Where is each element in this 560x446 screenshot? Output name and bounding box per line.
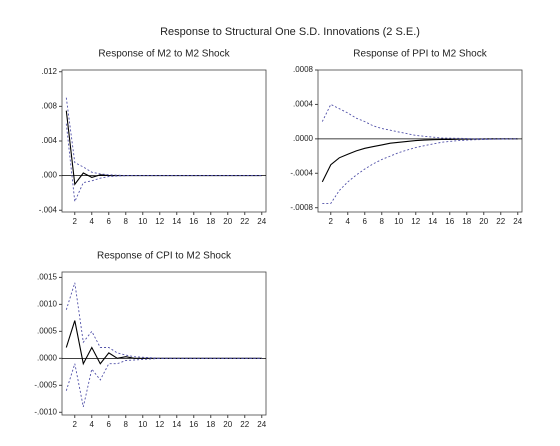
x-tick-label: 20 (223, 217, 232, 226)
y-tick-label: .008 (41, 101, 57, 110)
y-tick-label: .004 (41, 136, 57, 145)
x-tick-label: 20 (479, 217, 488, 226)
y-tick-label: .0000 (293, 134, 314, 143)
x-tick-label: 18 (206, 217, 215, 226)
y-tick-label: -.0004 (290, 168, 313, 177)
x-tick-label: 2 (329, 217, 334, 226)
x-tick-label: 4 (90, 217, 95, 226)
x-tick-label: 16 (445, 217, 454, 226)
x-tick-label: 8 (380, 217, 385, 226)
x-tick-label: 10 (138, 217, 147, 226)
x-tick-label: 14 (428, 217, 437, 226)
x-tick-label: 16 (189, 217, 198, 226)
plot-frame (317, 69, 523, 213)
x-tick-label: 2 (73, 420, 78, 429)
y-tick-label: .0010 (37, 299, 58, 308)
x-tick-label: 24 (513, 217, 522, 226)
x-tick-label: 6 (363, 217, 368, 226)
x-tick-label: 12 (155, 217, 164, 226)
x-tick-label: 4 (90, 420, 95, 429)
y-tick-label: .000 (41, 171, 57, 180)
x-tick-label: 10 (394, 217, 403, 226)
x-tick-label: 22 (240, 420, 249, 429)
y-tick-label: .0000 (37, 353, 58, 362)
x-tick-label: 20 (223, 420, 232, 429)
x-tick-label: 24 (257, 217, 266, 226)
y-tick-label: .0008 (293, 65, 314, 74)
x-tick-label: 10 (138, 420, 147, 429)
y-tick-label: -.0008 (290, 203, 313, 212)
figure-title: Response to Structural One S.D. Innovati… (160, 26, 420, 38)
x-tick-label: 2 (73, 217, 78, 226)
y-tick-label: .0004 (293, 100, 314, 109)
x-tick-label: 22 (496, 217, 505, 226)
x-tick-label: 14 (172, 217, 181, 226)
x-tick-label: 6 (107, 217, 112, 226)
y-tick-label: .012 (41, 67, 57, 76)
x-tick-label: 12 (155, 420, 164, 429)
y-tick-label: .0015 (37, 273, 58, 282)
y-tick-label: -.0005 (34, 380, 57, 389)
x-tick-label: 4 (346, 217, 351, 226)
plot-frame (61, 271, 267, 416)
x-tick-label: 6 (107, 420, 112, 429)
x-tick-label: 24 (257, 420, 266, 429)
subplot-title: Response of M2 to M2 Shock (98, 49, 230, 60)
response-line (65, 282, 262, 359)
subplot-title: Response of CPI to M2 Shock (97, 251, 232, 262)
x-tick-label: 14 (172, 420, 181, 429)
x-tick-label: 8 (124, 217, 129, 226)
x-tick-label: 18 (462, 217, 471, 226)
response-line (321, 103, 518, 140)
subplot-title: Response of PPI to M2 Shock (353, 49, 487, 60)
response-line (65, 123, 262, 204)
y-tick-label: -.0010 (34, 407, 57, 416)
response-line (322, 138, 518, 204)
response-line (65, 357, 262, 407)
x-tick-label: 16 (189, 420, 198, 429)
x-tick-label: 8 (124, 420, 129, 429)
x-tick-label: 12 (411, 217, 420, 226)
x-tick-label: 18 (206, 420, 215, 429)
x-tick-label: 22 (240, 217, 249, 226)
y-tick-label: .0005 (37, 326, 58, 335)
y-tick-label: -.004 (39, 205, 58, 214)
